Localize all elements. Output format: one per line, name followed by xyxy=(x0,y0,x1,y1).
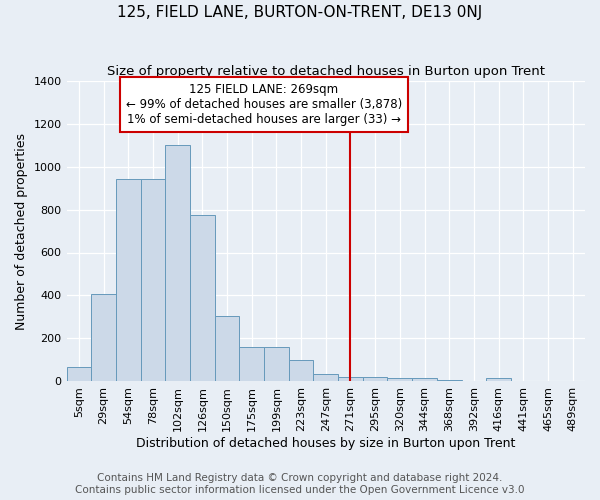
Bar xyxy=(486,378,511,382)
Text: Contains HM Land Registry data © Crown copyright and database right 2024.
Contai: Contains HM Land Registry data © Crown c… xyxy=(75,474,525,495)
Bar xyxy=(289,360,313,382)
Text: 125 FIELD LANE: 269sqm
← 99% of detached houses are smaller (3,878)
1% of semi-d: 125 FIELD LANE: 269sqm ← 99% of detached… xyxy=(126,82,402,126)
Title: Size of property relative to detached houses in Burton upon Trent: Size of property relative to detached ho… xyxy=(107,65,545,78)
Bar xyxy=(388,378,412,382)
Bar xyxy=(313,374,338,382)
Bar xyxy=(91,294,116,382)
Bar xyxy=(116,180,140,382)
Bar xyxy=(363,377,388,382)
Text: 125, FIELD LANE, BURTON-ON-TRENT, DE13 0NJ: 125, FIELD LANE, BURTON-ON-TRENT, DE13 0… xyxy=(118,5,482,20)
Bar xyxy=(264,347,289,382)
Bar xyxy=(165,145,190,382)
Bar xyxy=(215,316,239,382)
Bar xyxy=(437,380,461,382)
Y-axis label: Number of detached properties: Number of detached properties xyxy=(15,132,28,330)
Bar xyxy=(239,347,264,382)
X-axis label: Distribution of detached houses by size in Burton upon Trent: Distribution of detached houses by size … xyxy=(136,437,515,450)
Bar xyxy=(67,368,91,382)
Bar xyxy=(140,180,165,382)
Bar xyxy=(412,378,437,382)
Bar xyxy=(190,215,215,382)
Bar xyxy=(338,377,363,382)
